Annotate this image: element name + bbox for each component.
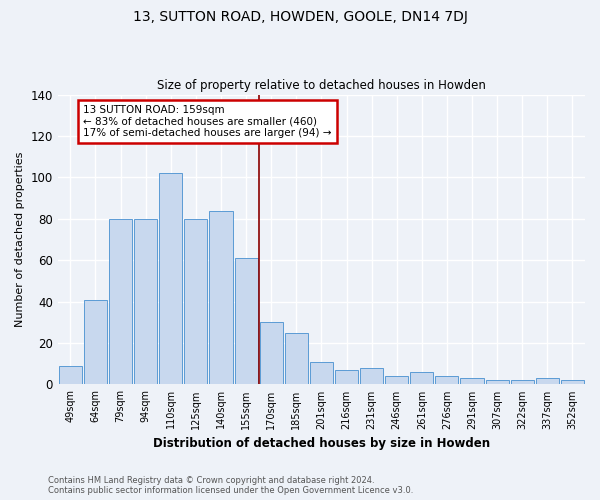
Y-axis label: Number of detached properties: Number of detached properties [15,152,25,327]
Bar [59,366,82,384]
Bar [184,219,208,384]
Bar [159,173,182,384]
Bar [511,380,534,384]
Bar [134,219,157,384]
Bar [310,362,333,384]
Bar [561,380,584,384]
Bar [360,368,383,384]
Text: 13, SUTTON ROAD, HOWDEN, GOOLE, DN14 7DJ: 13, SUTTON ROAD, HOWDEN, GOOLE, DN14 7DJ [133,10,467,24]
Bar [436,376,458,384]
Bar [235,258,257,384]
Bar [485,380,509,384]
Bar [536,378,559,384]
Text: 13 SUTTON ROAD: 159sqm
← 83% of detached houses are smaller (460)
17% of semi-de: 13 SUTTON ROAD: 159sqm ← 83% of detached… [83,105,331,138]
Bar [260,322,283,384]
Bar [285,332,308,384]
Bar [385,376,408,384]
Bar [109,219,132,384]
Bar [335,370,358,384]
Title: Size of property relative to detached houses in Howden: Size of property relative to detached ho… [157,79,486,92]
Bar [460,378,484,384]
Bar [84,300,107,384]
Text: Contains HM Land Registry data © Crown copyright and database right 2024.
Contai: Contains HM Land Registry data © Crown c… [48,476,413,495]
Bar [410,372,433,384]
X-axis label: Distribution of detached houses by size in Howden: Distribution of detached houses by size … [153,437,490,450]
Bar [209,210,233,384]
